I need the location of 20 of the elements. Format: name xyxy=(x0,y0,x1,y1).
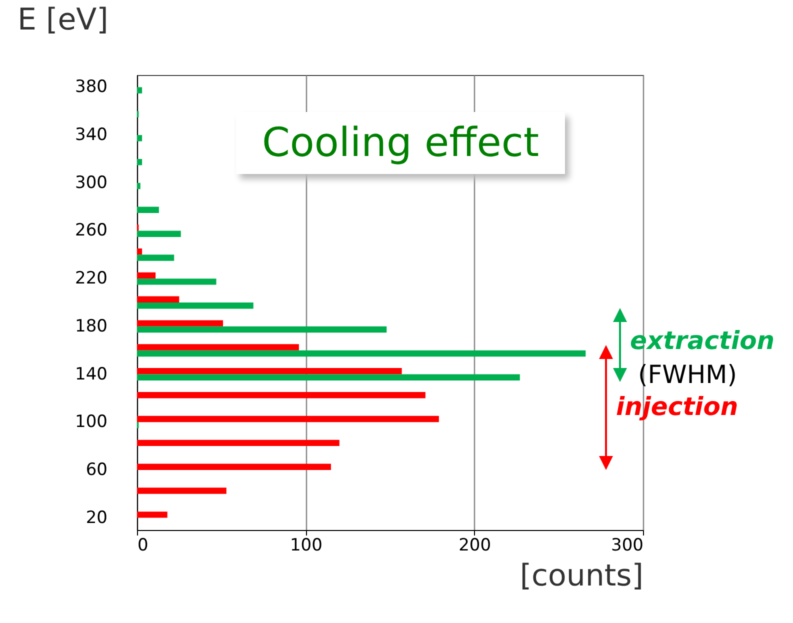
y-tick-label: 380 xyxy=(75,77,108,98)
x-tick-label: 0 xyxy=(138,536,148,556)
y-tick-label: 340 xyxy=(75,125,108,146)
x-tick-label: 100 xyxy=(290,536,322,556)
series-label: extraction xyxy=(630,326,775,355)
x-axis-title: [counts] xyxy=(520,558,644,594)
x-tick-label: 200 xyxy=(458,536,492,556)
y-axis-title: E [eV] xyxy=(18,2,108,38)
y-tick-label: 300 xyxy=(75,172,108,193)
y-tick-label: 140 xyxy=(75,364,108,384)
y-tick-label: 180 xyxy=(75,316,108,336)
y-tick-label: 60 xyxy=(86,460,108,480)
annotation: (FWHM) xyxy=(638,360,737,389)
y-tick-label: 100 xyxy=(75,412,108,432)
text: Cooling effect xyxy=(236,112,566,174)
y-tick-label: 220 xyxy=(75,268,108,289)
y-tick-label: 20 xyxy=(86,508,108,528)
y-tick-label: 260 xyxy=(75,220,108,241)
x-tick-label: 300 xyxy=(611,536,644,556)
text: injection xyxy=(616,392,738,421)
